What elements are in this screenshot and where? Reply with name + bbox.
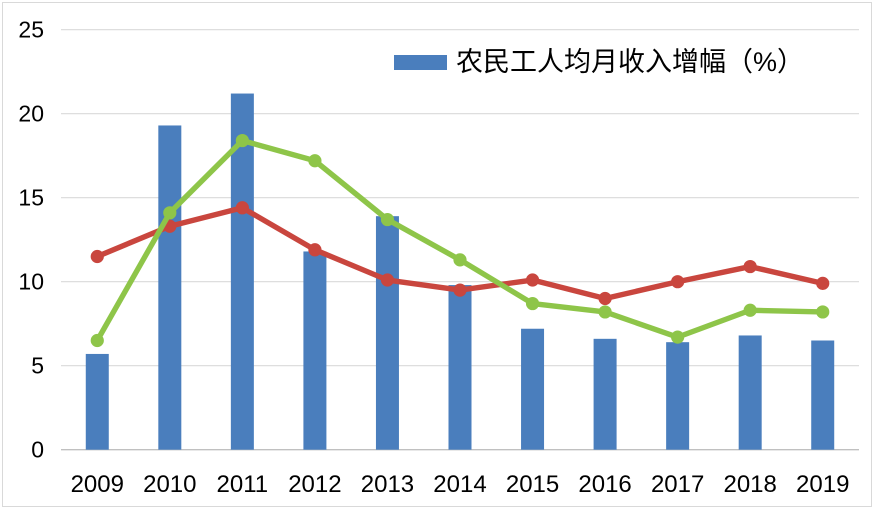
- red-line-point-2014: [453, 283, 467, 297]
- y-tick-label-10: 10: [18, 269, 44, 295]
- y-tick-label-20: 20: [18, 101, 44, 127]
- red-line-point-2017: [671, 275, 685, 289]
- red-line-point-2015: [525, 273, 540, 287]
- y-tick-label-25: 25: [18, 17, 44, 43]
- bar-2009: [85, 353, 109, 450]
- green-line-point-2009: [90, 333, 104, 348]
- bar-2013: [375, 216, 399, 450]
- red-line-point-2009: [90, 249, 104, 264]
- red-line-point-2011: [235, 201, 249, 215]
- red-line-point-2018: [743, 259, 757, 274]
- legend: 农民工人均月收入增幅（%）: [394, 47, 804, 77]
- x-tick-label-2016: 2016: [578, 471, 631, 498]
- red-line-point-2013: [380, 273, 395, 287]
- legend-bar-swatch: [394, 54, 447, 70]
- bar-2015: [521, 328, 545, 450]
- y-tick-label-5: 5: [31, 353, 44, 379]
- green-line-point-2011: [235, 133, 249, 148]
- bar-2016: [593, 338, 617, 450]
- bar-2017: [666, 342, 690, 450]
- green-line-point-2014: [453, 253, 467, 267]
- green-line-point-2018: [743, 303, 757, 317]
- green-line-point-2012: [308, 154, 322, 168]
- bar-2012: [303, 251, 327, 450]
- green-line-point-2015: [525, 296, 540, 311]
- x-tick-label-2014: 2014: [433, 471, 486, 498]
- x-tick-label-2010: 2010: [143, 471, 196, 498]
- green-line-point-2019: [816, 305, 830, 319]
- y-tick-label-15: 15: [18, 185, 44, 211]
- green-line-point-2010: [163, 206, 177, 220]
- x-tick-label-2015: 2015: [506, 471, 559, 498]
- green-line-point-2013: [380, 212, 395, 227]
- x-tick-label-2017: 2017: [651, 471, 704, 498]
- bar-2019: [811, 340, 835, 450]
- x-tick-label-2018: 2018: [723, 471, 776, 498]
- x-tick-label-2009: 2009: [71, 471, 124, 498]
- bar-2010: [158, 125, 182, 450]
- red-line-point-2012: [308, 243, 322, 257]
- bar-2011: [230, 93, 254, 450]
- y-tick-label-0: 0: [31, 437, 44, 463]
- red-line-point-2016: [598, 291, 612, 306]
- x-tick-label-2012: 2012: [288, 471, 341, 498]
- red-line-point-2019: [816, 276, 830, 290]
- green-line-point-2017: [671, 330, 685, 344]
- bar-2014: [448, 285, 472, 450]
- x-tick-label-2011: 2011: [217, 471, 269, 498]
- green-line-point-2016: [598, 305, 612, 319]
- bar-2018: [738, 335, 762, 450]
- x-tick-label-2013: 2013: [361, 471, 414, 498]
- legend-label: 农民工人均月收入增幅（%）: [456, 47, 805, 77]
- x-tick-label-2019: 2019: [796, 471, 849, 498]
